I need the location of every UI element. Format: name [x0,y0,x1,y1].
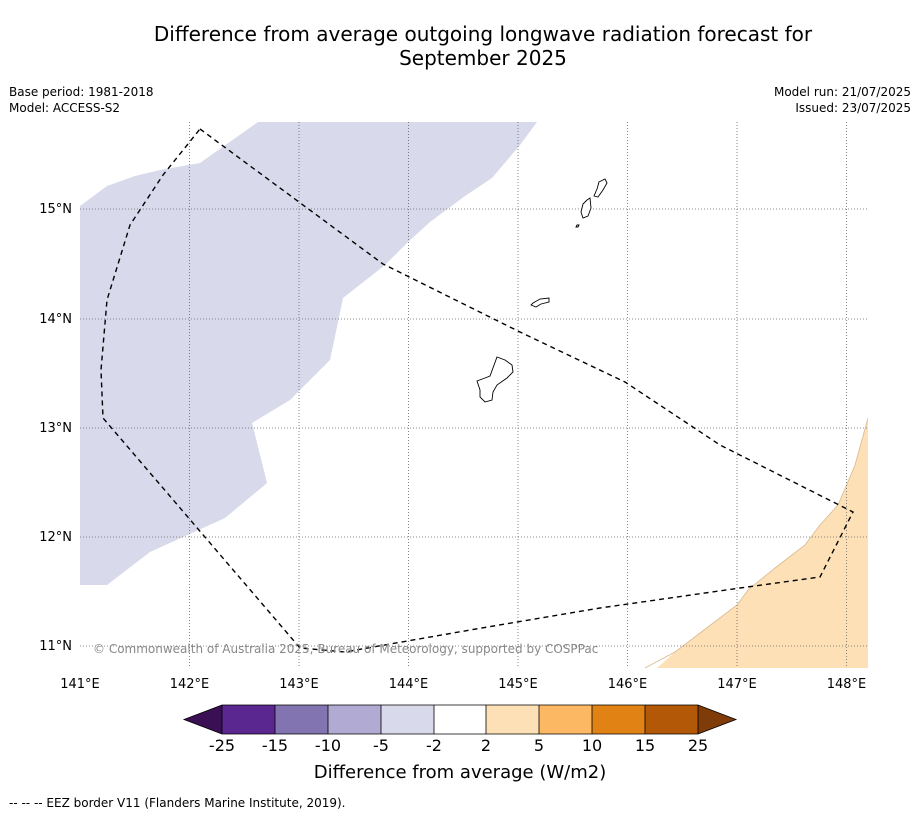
lat-tick-12: 12°N [39,530,72,545]
gridlines [80,122,868,668]
title-line-2: September 2025 [399,46,567,70]
copyright-notice: © Commonwealth of Australia 2025, Bureau… [93,642,598,656]
colorbar-bin-3 [328,705,381,734]
colorbar-bin-7 [539,705,592,734]
lat-axis-labels: 15°N 14°N 13°N 12°N 11°N [39,202,72,654]
colorbar-tick-5: 5 [534,736,544,755]
colorbar-bin-4 [381,705,434,734]
lon-tick-147: 147°E [717,677,757,692]
info-left: Base period: 1981-2018 Model: ACCESS-S2 [9,84,154,116]
eez-border [100,128,854,653]
colorbar-tick-m10: -10 [315,736,341,755]
colorbar-tick-25: 25 [688,736,708,755]
island-guam [476,356,514,403]
lon-tick-148: 148°E [827,677,867,692]
colorbar-tick-2: 2 [481,736,491,755]
lon-axis-labels: 141°E 142°E 143°E 144°E 145°E 146°E 147°… [60,677,866,692]
colorbar-tick-m15: -15 [262,736,288,755]
model-run: Model run: 21/07/2025 [773,85,911,99]
lon-tick-143: 143°E [279,677,319,692]
colorbar-tick-m5: -5 [373,736,389,755]
anomaly-region-positive [657,418,868,668]
island-tinian [580,197,592,219]
lat-tick-11: 11°N [39,639,72,654]
lat-tick-13: 13°N [39,421,72,436]
lon-tick-141: 141°E [60,677,100,692]
island-aguijan [575,224,580,228]
info-right: Model run: 21/07/2025 Issued: 23/07/2025 [774,84,911,116]
base-period: Base period: 1981-2018 [9,85,154,99]
eez-footnote: -- -- -- EEZ border V11 (Flanders Marine… [9,796,346,810]
lon-tick-142: 142°E [170,677,210,692]
map-plot-area [80,122,868,668]
chart-title: Difference from average outgoing longwav… [80,22,886,70]
issued-date: Issued: 23/07/2025 [795,101,911,115]
colorbar-bin-9 [645,705,698,734]
islands [476,178,608,403]
colorbar-tick-m25: -25 [209,736,235,755]
title-line-1: Difference from average outgoing longwav… [153,22,813,46]
anomaly-region-outline [644,417,868,668]
colorbar-extend-high [698,705,736,734]
colorbar-bin-6 [486,705,539,734]
colorbar-bin-1 [222,705,275,734]
lon-tick-145: 145°E [498,677,538,692]
colorbar-tick-m2: -2 [426,736,442,755]
colorbar-tick-15: 15 [635,736,655,755]
island-saipan [593,178,608,198]
colorbar-extend-low [184,705,222,734]
anomaly-region-negative [80,122,537,585]
island-rota [530,297,550,308]
colorbar: -25 -15 -10 -5 -2 2 5 10 15 25 Differenc… [182,704,738,783]
model-name: Model: ACCESS-S2 [9,101,121,115]
colorbar-bin-2 [275,705,328,734]
colorbar-label: Difference from average (W/m2) [314,762,606,783]
lat-tick-15: 15°N [39,202,72,217]
colorbar-bin-8 [592,705,645,734]
lon-tick-144: 144°E [389,677,429,692]
colorbar-tick-10: 10 [582,736,602,755]
lat-tick-14: 14°N [39,312,72,327]
colorbar-bin-5 [434,705,486,734]
lon-tick-146: 146°E [608,677,648,692]
